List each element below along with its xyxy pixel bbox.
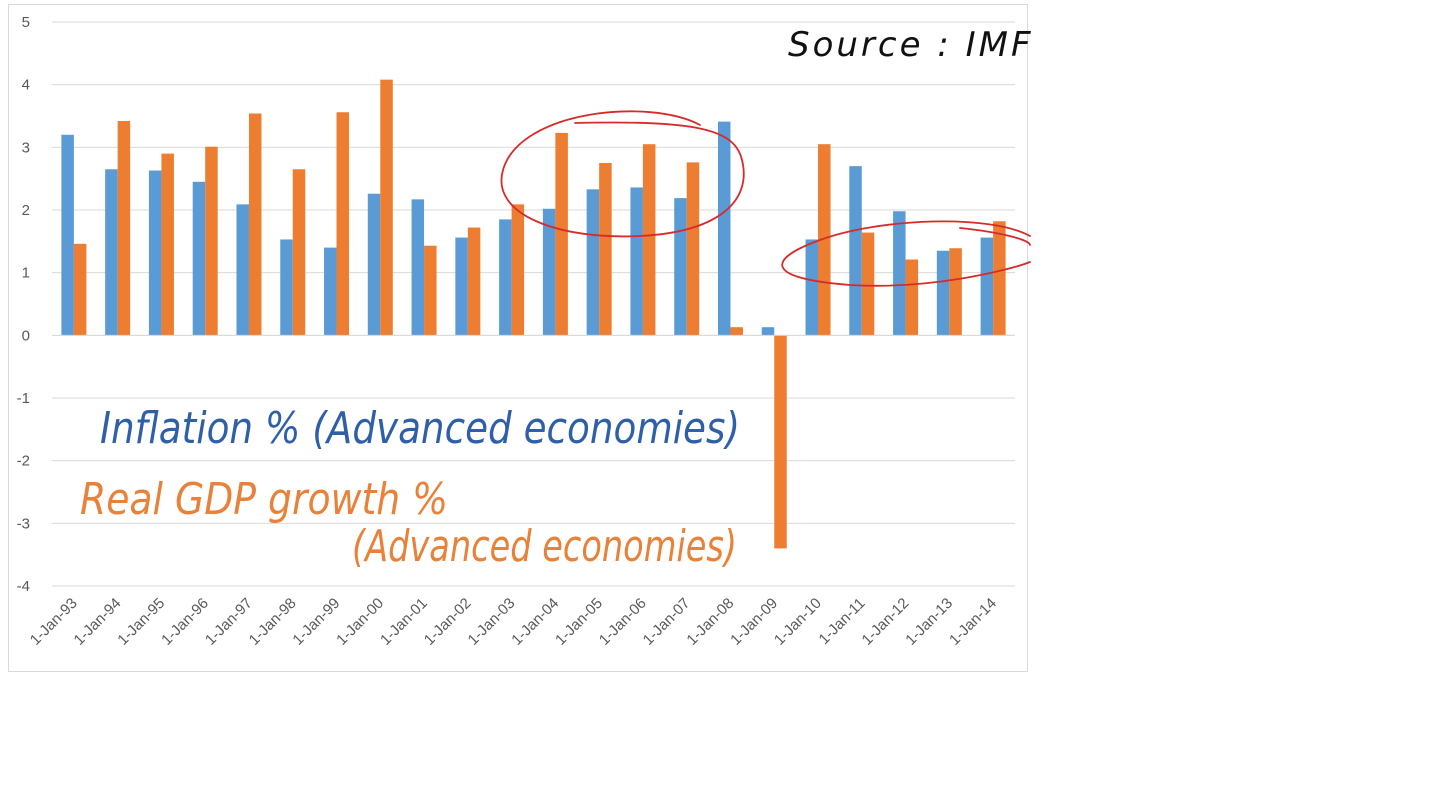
bar-inflation-1-Jan-98 (280, 239, 293, 336)
x-tick-label: 1-Jan-12 (859, 595, 913, 649)
x-tick-label: 1-Jan-13 (902, 595, 956, 649)
y-tick-label: 3 (22, 139, 30, 156)
x-axis-tick-labels: 1-Jan-931-Jan-941-Jan-951-Jan-961-Jan-97… (27, 595, 1000, 649)
y-tick-label: 0 (22, 327, 30, 344)
bar-gdp-growth-1-Jan-01 (424, 245, 437, 336)
x-tick-label: 1-Jan-96 (158, 595, 212, 649)
y-tick-label: 4 (22, 77, 30, 94)
bar-gdp-growth-1-Jan-14 (993, 221, 1006, 336)
bar-inflation-1-Jan-14 (980, 237, 994, 336)
bar-gdp-growth-1-Jan-03 (511, 204, 525, 336)
bars (61, 79, 1006, 549)
y-tick-label: 2 (22, 202, 30, 219)
bar-gdp-growth-1-Jan-94 (117, 121, 131, 336)
chart-frame (8, 4, 1028, 672)
bar-gdp-growth-1-Jan-09 (774, 335, 787, 549)
bar-gdp-growth-1-Jan-12 (905, 259, 919, 336)
inflation-legend-annotation: Inflation % (Advanced economies) (100, 403, 740, 454)
x-tick-label: 1-Jan-01 (377, 595, 431, 649)
x-tick-label: 1-Jan-06 (596, 595, 650, 649)
bar-gdp-growth-1-Jan-04 (555, 132, 568, 336)
x-tick-label: 1-Jan-07 (640, 595, 694, 649)
bar-inflation-1-Jan-93 (61, 134, 74, 336)
bar-inflation-1-Jan-03 (499, 219, 512, 336)
bar-inflation-1-Jan-94 (105, 169, 118, 336)
gdp-legend-annotation-line1: Real GDP growth % (80, 474, 448, 525)
bar-inflation-1-Jan-01 (411, 199, 425, 336)
bar-gdp-growth-1-Jan-07 (686, 162, 700, 336)
y-tick-label: -4 (17, 578, 30, 595)
bar-gdp-growth-1-Jan-10 (818, 144, 831, 336)
x-tick-label: 1-Jan-03 (465, 595, 519, 649)
y-tick-label: 5 (22, 14, 30, 31)
y-tick-label: -1 (17, 390, 30, 407)
y-tick-label: -2 (17, 453, 30, 470)
bar-gdp-growth-1-Jan-95 (161, 153, 174, 336)
highlight-ellipse-2010-2014 (781, 220, 1031, 287)
x-tick-label: 1-Jan-04 (508, 595, 562, 649)
x-tick-label: 1-Jan-05 (552, 595, 606, 649)
bar-gdp-growth-1-Jan-93 (73, 243, 87, 336)
bar-inflation-1-Jan-02 (455, 237, 468, 336)
bar-gdp-growth-1-Jan-06 (642, 144, 656, 336)
y-axis-tick-labels: 5 4 3 2 1 0 -1 -2 -3 -4 (17, 14, 30, 595)
gdp-legend-annotation-line2: (Advanced economies) (352, 521, 737, 572)
x-tick-label: 1-Jan-14 (946, 595, 1000, 649)
bar-inflation-1-Jan-09 (761, 327, 775, 336)
bar-inflation-1-Jan-10 (805, 239, 819, 336)
bar-inflation-1-Jan-07 (674, 198, 687, 336)
bar-inflation-1-Jan-06 (630, 187, 643, 336)
bar-gdp-growth-1-Jan-99 (336, 112, 350, 336)
x-tick-label: 1-Jan-08 (683, 595, 737, 649)
bar-gdp-growth-1-Jan-05 (599, 163, 612, 336)
x-tick-label: 1-Jan-94 (71, 595, 125, 649)
bar-gdp-growth-1-Jan-97 (248, 113, 262, 336)
bar-inflation-1-Jan-97 (236, 204, 249, 336)
bar-gdp-growth-1-Jan-00 (380, 79, 393, 336)
x-tick-label: 1-Jan-93 (27, 595, 81, 649)
bar-gdp-growth-1-Jan-11 (861, 232, 875, 336)
bar-inflation-1-Jan-11 (849, 166, 862, 336)
bar-gdp-growth-1-Jan-98 (292, 169, 306, 336)
x-tick-label: 1-Jan-09 (727, 595, 781, 649)
x-tick-label: 1-Jan-98 (246, 595, 300, 649)
bar-inflation-1-Jan-13 (936, 250, 950, 336)
x-tick-label: 1-Jan-95 (114, 595, 168, 649)
bar-inflation-1-Jan-99 (324, 247, 337, 336)
y-tick-label: 1 (22, 265, 30, 282)
bar-inflation-1-Jan-95 (148, 170, 162, 336)
y-tick-label: -3 (17, 515, 30, 532)
bar-inflation-1-Jan-96 (192, 181, 206, 336)
bar-inflation-1-Jan-04 (542, 208, 556, 336)
x-tick-label: 1-Jan-99 (289, 595, 343, 649)
bar-gdp-growth-1-Jan-08 (730, 327, 743, 336)
x-tick-label: 1-Jan-97 (202, 595, 256, 649)
x-tick-label: 1-Jan-00 (333, 595, 387, 649)
bar-gdp-growth-1-Jan-13 (949, 248, 962, 336)
highlight-ellipse-2004-2007 (500, 110, 745, 238)
source-annotation: Source : IMF (788, 25, 1034, 65)
bar-inflation-1-Jan-12 (893, 211, 906, 336)
bar-gdp-growth-1-Jan-02 (467, 227, 481, 336)
bar-inflation-1-Jan-05 (586, 189, 600, 336)
bar-inflation-1-Jan-08 (717, 121, 731, 336)
x-tick-label: 1-Jan-02 (421, 595, 475, 649)
bar-inflation-1-Jan-00 (367, 193, 381, 336)
x-tick-label: 1-Jan-10 (771, 595, 825, 649)
bar-gdp-growth-1-Jan-96 (205, 146, 218, 336)
